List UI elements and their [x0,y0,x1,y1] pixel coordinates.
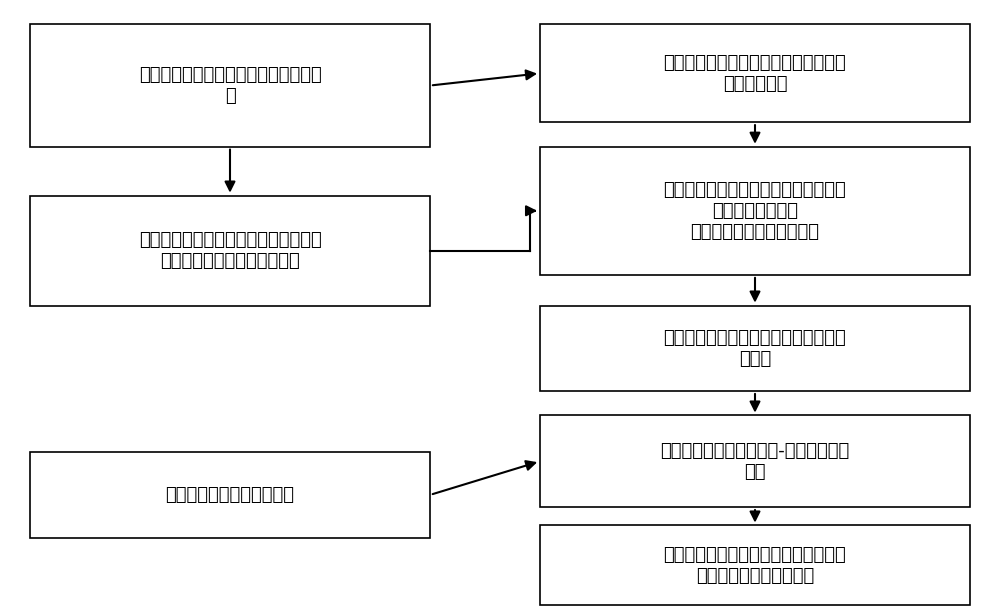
Bar [540,306,970,391]
Text: （光伏电站预期售电收入-购买成本）最
大值: （光伏电站预期售电收入-购买成本）最 大值 [660,442,850,481]
Bar [540,147,970,275]
Bar [540,415,970,507]
Bar [30,196,430,306]
Text: 获取系统运营商对光伏出力曲线的综合
价格激励数值: 获取系统运营商对光伏出力曲线的综合 价格激励数值 [664,54,846,93]
Bar [30,24,430,147]
Text: 计算购买所述需求响应作用的储能资源
的成本: 计算购买所述需求响应作用的储能资源 的成本 [664,329,846,368]
Bar [30,452,430,538]
Bar [540,24,970,122]
Text: 基于光伏出力基础费率、综合价格激励
数值、投标曲线等
计算光伏电站预期售电收入: 基于光伏出力基础费率、综合价格激励 数值、投标曲线等 计算光伏电站预期售电收入 [664,181,846,241]
Text: 改进的粒子群优化算法计算: 改进的粒子群优化算法计算 [166,486,294,504]
Text: 获取光伏电站购买需求响应作用的储能
资源后的各个指标的第一数据: 获取光伏电站购买需求响应作用的储能 资源后的各个指标的第一数据 [139,231,321,270]
Bar [540,525,970,605]
Text: 预期收益最大值时的投标曲线和储能作
用需求响应资源购买策略: 预期收益最大值时的投标曲线和储能作 用需求响应资源购买策略 [664,546,846,585]
Text: 预设的用于评估光伏出力曲线的多个指
标: 预设的用于评估光伏出力曲线的多个指 标 [139,66,321,105]
